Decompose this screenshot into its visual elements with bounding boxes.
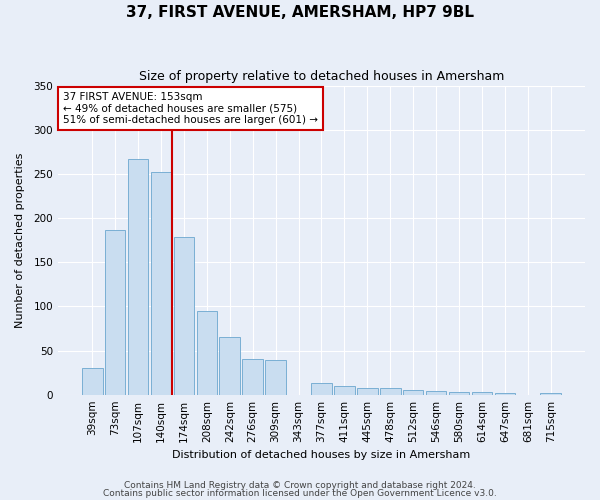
Bar <box>403 390 424 394</box>
Bar <box>541 393 561 394</box>
Text: 37, FIRST AVENUE, AMERSHAM, HP7 9BL: 37, FIRST AVENUE, AMERSHAM, HP7 9BL <box>126 5 474 20</box>
Bar <box>357 388 377 394</box>
Bar <box>197 311 217 394</box>
Bar <box>220 338 240 394</box>
Y-axis label: Number of detached properties: Number of detached properties <box>15 152 25 328</box>
Bar <box>426 391 446 394</box>
Bar <box>334 386 355 394</box>
X-axis label: Distribution of detached houses by size in Amersham: Distribution of detached houses by size … <box>172 450 470 460</box>
Bar <box>105 230 125 394</box>
Bar <box>128 159 148 394</box>
Text: Contains public sector information licensed under the Open Government Licence v3: Contains public sector information licen… <box>103 488 497 498</box>
Title: Size of property relative to detached houses in Amersham: Size of property relative to detached ho… <box>139 70 504 83</box>
Bar <box>151 172 172 394</box>
Text: 37 FIRST AVENUE: 153sqm
← 49% of detached houses are smaller (575)
51% of semi-d: 37 FIRST AVENUE: 153sqm ← 49% of detache… <box>63 92 318 125</box>
Bar <box>82 368 103 394</box>
Bar <box>472 392 492 394</box>
Bar <box>173 238 194 394</box>
Bar <box>242 360 263 394</box>
Bar <box>265 360 286 394</box>
Bar <box>449 392 469 394</box>
Bar <box>311 383 332 394</box>
Bar <box>380 388 401 394</box>
Text: Contains HM Land Registry data © Crown copyright and database right 2024.: Contains HM Land Registry data © Crown c… <box>124 481 476 490</box>
Bar <box>494 393 515 394</box>
